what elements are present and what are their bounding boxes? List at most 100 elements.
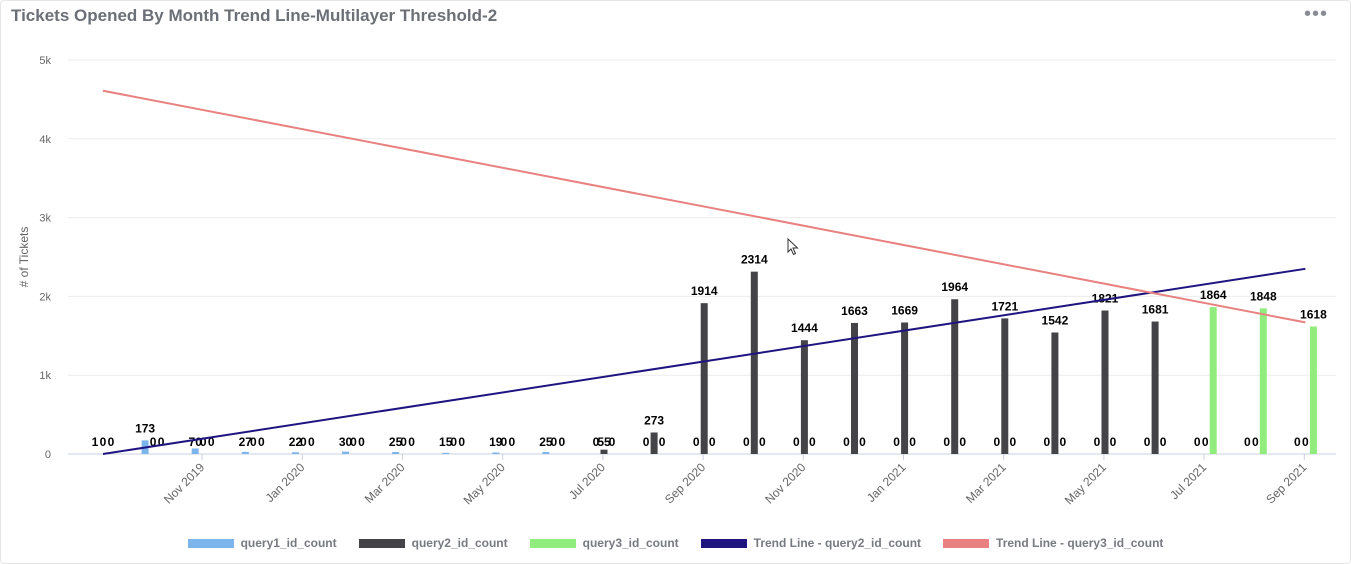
legend-swatch [529,538,576,548]
data-label: 1864 [1200,288,1227,302]
trend-line [102,267,1306,455]
bar-query1_id_count [392,452,400,454]
y-tick-label: 2k [39,291,51,303]
data-label: 0 [643,435,650,449]
bar-query1_id_count [342,451,349,454]
legend-item[interactable]: query1_id_count [187,536,337,550]
data-label: 1669 [891,303,918,317]
bar-query2_id_count [600,449,608,454]
bar-query3_id_count [1309,326,1317,454]
data-label: 0 [1202,435,1209,449]
x-tick-label: Jan 2020 [263,460,308,505]
bar-query3_id_count [1259,308,1267,454]
ellipsis-icon[interactable]: ••• [1303,3,1328,25]
data-label: 1914 [691,284,718,298]
data-label: 0 [1094,435,1101,449]
bar-query2_id_count [1001,318,1009,454]
legend-label: query2_id_count [411,536,508,550]
data-label: 0 [208,435,215,449]
y-axis-title: # of Tickets [17,227,31,288]
data-label: 0 [1044,435,1051,449]
data-label: 0 [1160,435,1167,449]
bar-query2_id_count [1051,332,1059,454]
data-label: 1618 [1300,308,1327,322]
data-label: 0 [709,435,716,449]
data-label: 0 [458,435,465,449]
legend-item[interactable]: Trend Line - query3_id_count [943,536,1163,550]
x-tick-label: Jul 2020 [566,460,608,502]
legend-label: Trend Line - query2_id_count [753,536,922,550]
y-tick-label: 3k [39,213,51,225]
bar-query1_id_count [492,452,500,454]
bar-query1_id_count [291,452,299,454]
y-tick-label: 0 [45,449,51,461]
legend-swatch [943,538,990,548]
data-label: 0 [843,435,850,449]
data-label: 0 [943,435,950,449]
data-label: 0 [150,435,157,449]
data-label: 0 [959,435,966,449]
data-label: 25 [539,435,553,449]
y-tick-label: 4k [39,134,51,146]
x-tick-label: Nov 2020 [762,460,808,506]
x-tick-label: May 2020 [461,460,508,507]
bar-query3_id_count [1209,307,1217,454]
legend-label: query1_id_count [240,536,337,550]
chart-title: Tickets Opened By Month Trend Line-Multi… [11,6,498,25]
x-tick-label: Sep 2021 [1263,460,1309,506]
data-label: 1721 [991,299,1018,313]
y-tick-label: 1k [39,370,51,382]
data-label: 0 [408,435,415,449]
data-label: 0 [793,435,800,449]
y-tick-label: 5k [39,55,51,67]
data-label: 273 [644,413,664,427]
x-tick-label: Nov 2019 [161,460,207,506]
legend-item[interactable]: Trend Line - query2_id_count [700,536,922,550]
data-label: 1663 [841,304,868,318]
data-label: 0 [1194,435,1201,449]
data-label: 0 [250,435,257,449]
x-tick-label: May 2021 [1062,460,1109,507]
bar-query2_id_count [901,322,909,454]
data-label: 0 [551,435,558,449]
data-label: 0 [500,435,507,449]
data-label: 0 [893,435,900,449]
chart-legend: query1_id_count query2_id_count query3_id_… [0,534,1351,552]
data-label: 1848 [1250,289,1277,303]
legend-item[interactable]: query3_id_count [529,536,679,550]
data-label: 0 [300,435,307,449]
bar-query2_id_count [650,432,658,454]
legend-item[interactable]: query2_id_count [358,536,508,550]
bar-query2_id_count [700,303,708,454]
x-tick-label: Mar 2021 [963,460,1009,506]
legend-label: Trend Line - query3_id_count [996,536,1164,550]
data-label: 0 [1252,435,1259,449]
data-label: 1444 [791,321,818,335]
data-label: 0 [609,435,616,449]
bar-query1_id_count [442,452,450,454]
legend-swatch [187,538,234,548]
data-label: 0 [1244,435,1251,449]
data-label: 0 [1302,435,1309,449]
data-label: 15 [439,435,453,449]
data-label: 173 [135,421,155,435]
data-label: 0 [1060,435,1067,449]
data-label: 0 [593,435,600,449]
trend-line [102,89,1306,324]
data-label: 0 [559,435,566,449]
data-label: 19 [489,435,503,449]
data-label: 22 [289,435,303,449]
data-label: 0 [909,435,916,449]
bar-query2_id_count [1151,321,1159,454]
chart-plot: 0 1k 2k 3k 4k 5k # of Tickets Nov 2019 Jan 2020 M… [17,55,1336,507]
data-label: 0 [400,435,407,449]
bar-query1_id_count [241,451,249,454]
data-label: 1542 [1042,313,1069,327]
data-label: 55 [597,435,611,449]
data-label: 1 [92,435,99,449]
data-label: 0 [993,435,1000,449]
bar-query2_id_count [750,271,758,454]
data-label: 0 [308,435,315,449]
data-label: 0 [1110,435,1117,449]
x-tick-label: Jul 2021 [1167,460,1209,502]
